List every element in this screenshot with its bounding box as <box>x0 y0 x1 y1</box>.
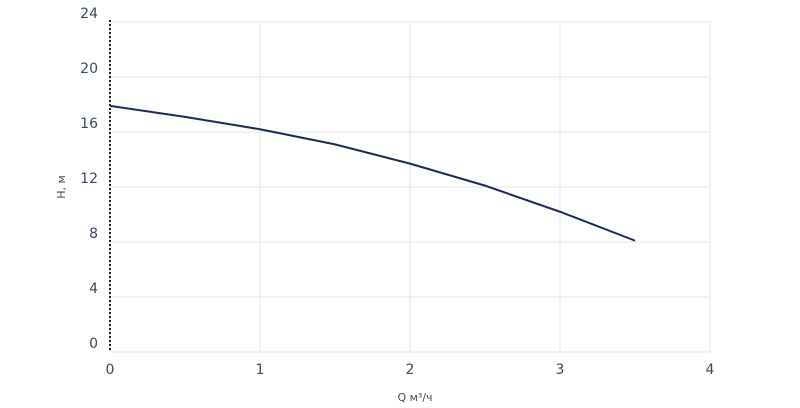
x-tick-label: 0 <box>106 362 115 378</box>
y-axis-label: H, м <box>55 175 68 199</box>
x-tick-label: 2 <box>406 362 415 378</box>
x-tick-label: 3 <box>556 362 565 378</box>
data-line <box>109 104 636 242</box>
x-tick-label: 1 <box>256 362 265 378</box>
y-tick-label: 0 <box>89 336 98 352</box>
y-tick-label: 4 <box>89 281 98 297</box>
y-tick-label: 24 <box>80 6 98 22</box>
y-tick-label: 20 <box>80 61 98 77</box>
y-tick-label: 12 <box>80 171 98 187</box>
y-tick-label: 16 <box>80 116 98 132</box>
x-tick-label: 4 <box>706 362 715 378</box>
x-axis-label: Q м³/ч <box>397 391 432 404</box>
y-tick-label: 8 <box>89 226 98 242</box>
